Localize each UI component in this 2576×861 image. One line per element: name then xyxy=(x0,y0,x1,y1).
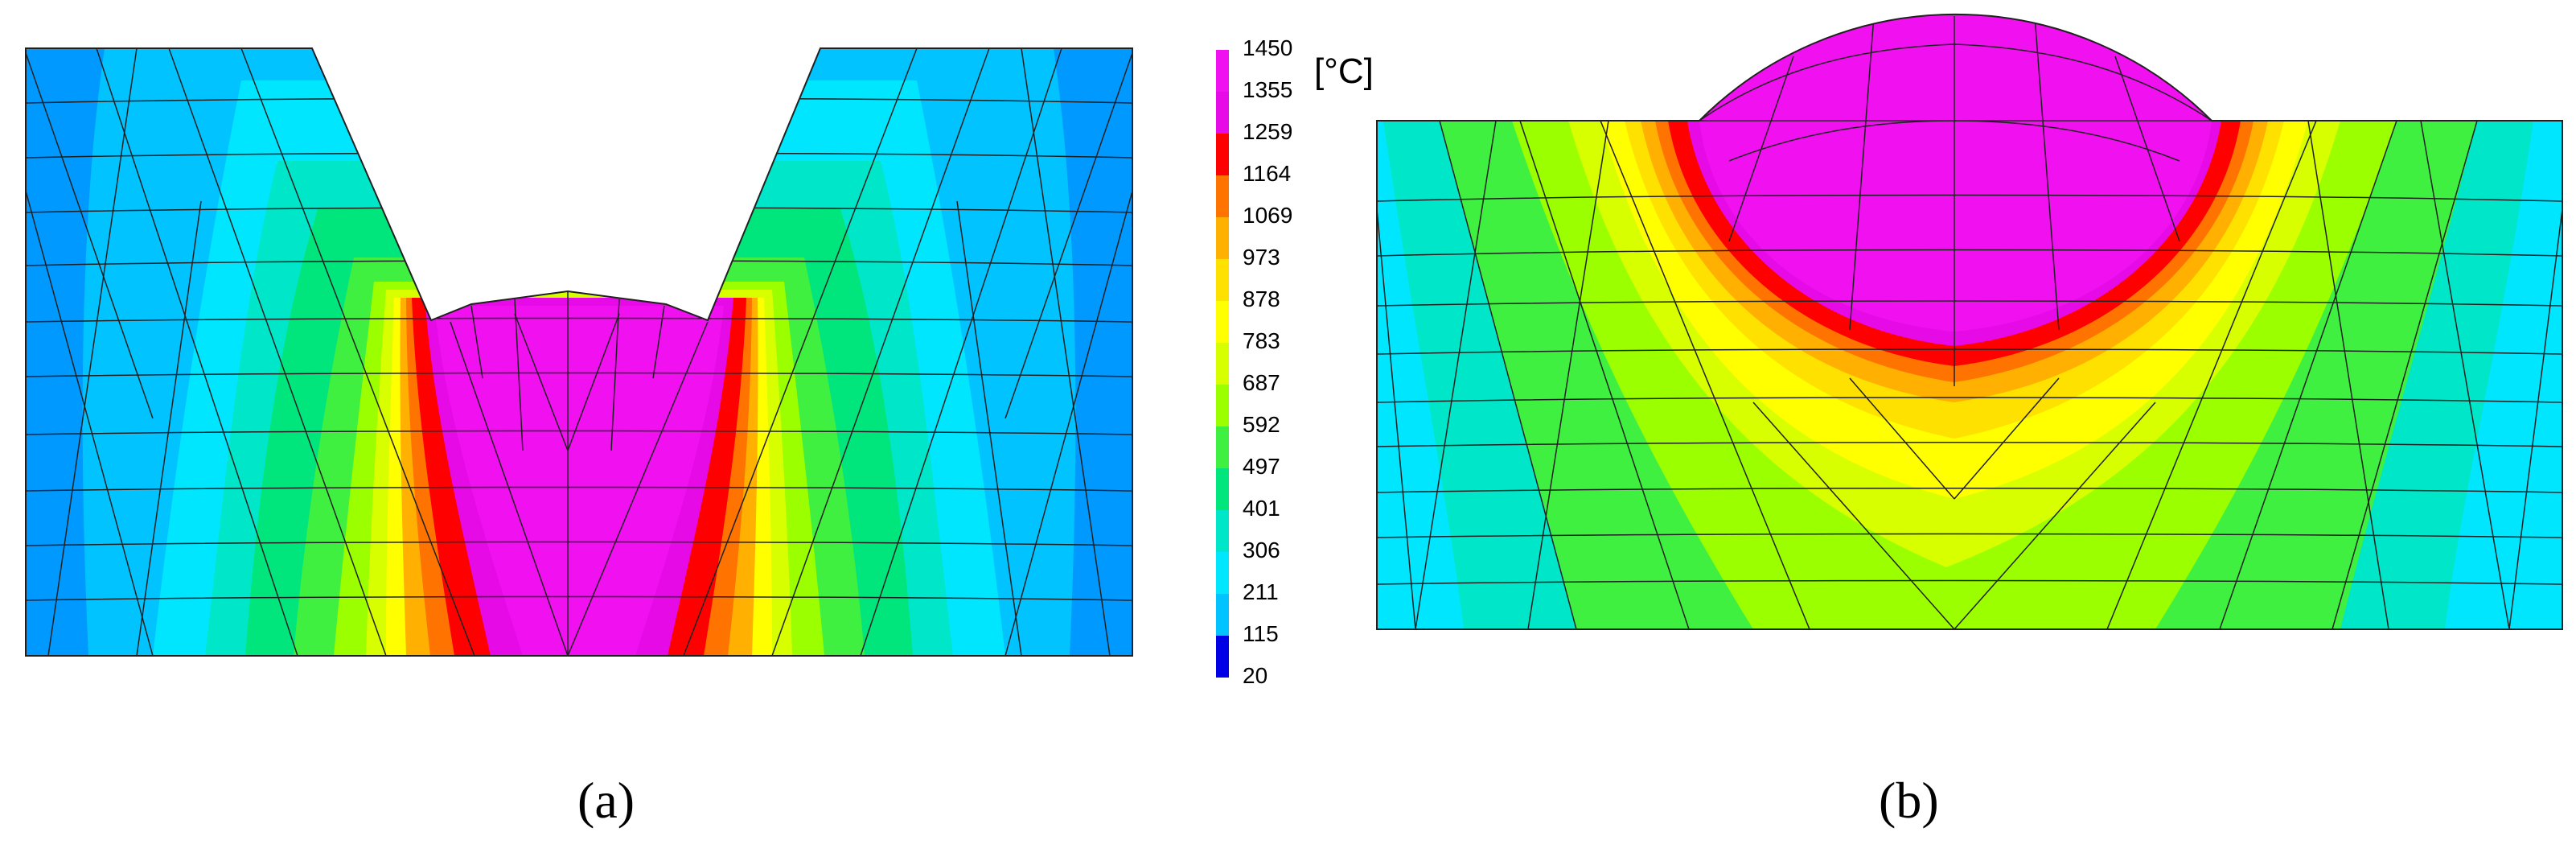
colorbar-swatch xyxy=(1216,636,1229,678)
panel-a-contour-plot xyxy=(25,47,1133,657)
colorbar-tick-label: 1355 xyxy=(1243,77,1293,102)
colorbar-tick-label: 592 xyxy=(1243,412,1280,437)
panel-b-caption: (b) xyxy=(1879,772,1939,829)
colorbar-tick-label: 306 xyxy=(1243,538,1280,562)
colorbar-swatch xyxy=(1216,92,1229,134)
colorbar xyxy=(1216,50,1229,678)
colorbar-swatch xyxy=(1216,552,1229,594)
panel-b-contour-plot xyxy=(1376,13,2563,630)
colorbar-swatch xyxy=(1216,385,1229,426)
colorbar-swatch xyxy=(1216,50,1229,92)
colorbar-tick-label: 1069 xyxy=(1243,203,1293,228)
colorbar-tick-label: 211 xyxy=(1243,579,1279,604)
colorbar-swatch xyxy=(1216,594,1229,636)
colorbar-tick-label: 1450 xyxy=(1243,35,1293,60)
colorbar-tick-label: 973 xyxy=(1243,245,1280,270)
colorbar-swatch xyxy=(1216,217,1229,259)
colorbar-tick-label: 878 xyxy=(1243,286,1280,311)
colorbar-tick-label: 497 xyxy=(1243,454,1280,479)
colorbar-swatch xyxy=(1216,259,1229,301)
colorbar-swatch xyxy=(1216,468,1229,510)
colorbar-swatch xyxy=(1216,426,1229,468)
colorbar-tick-label: 20 xyxy=(1243,663,1268,688)
colorbar-tick-label: 687 xyxy=(1243,370,1280,395)
colorbar-tick-label: 783 xyxy=(1243,328,1280,353)
colorbar-swatch xyxy=(1216,343,1229,385)
colorbar-tick-label: 1164 xyxy=(1243,161,1292,186)
colorbar-unit-label: [°C] xyxy=(1314,51,1374,91)
colorbar-swatch xyxy=(1216,301,1229,343)
colorbar-swatch xyxy=(1216,134,1229,175)
panel-a-caption: (a) xyxy=(577,772,635,829)
colorbar-tick-label: 1259 xyxy=(1243,119,1293,144)
colorbar-swatch xyxy=(1216,510,1229,552)
colorbar-tick-label: 401 xyxy=(1243,496,1280,521)
colorbar-tick-label: 115 xyxy=(1243,621,1279,646)
colorbar-swatch xyxy=(1216,175,1229,217)
